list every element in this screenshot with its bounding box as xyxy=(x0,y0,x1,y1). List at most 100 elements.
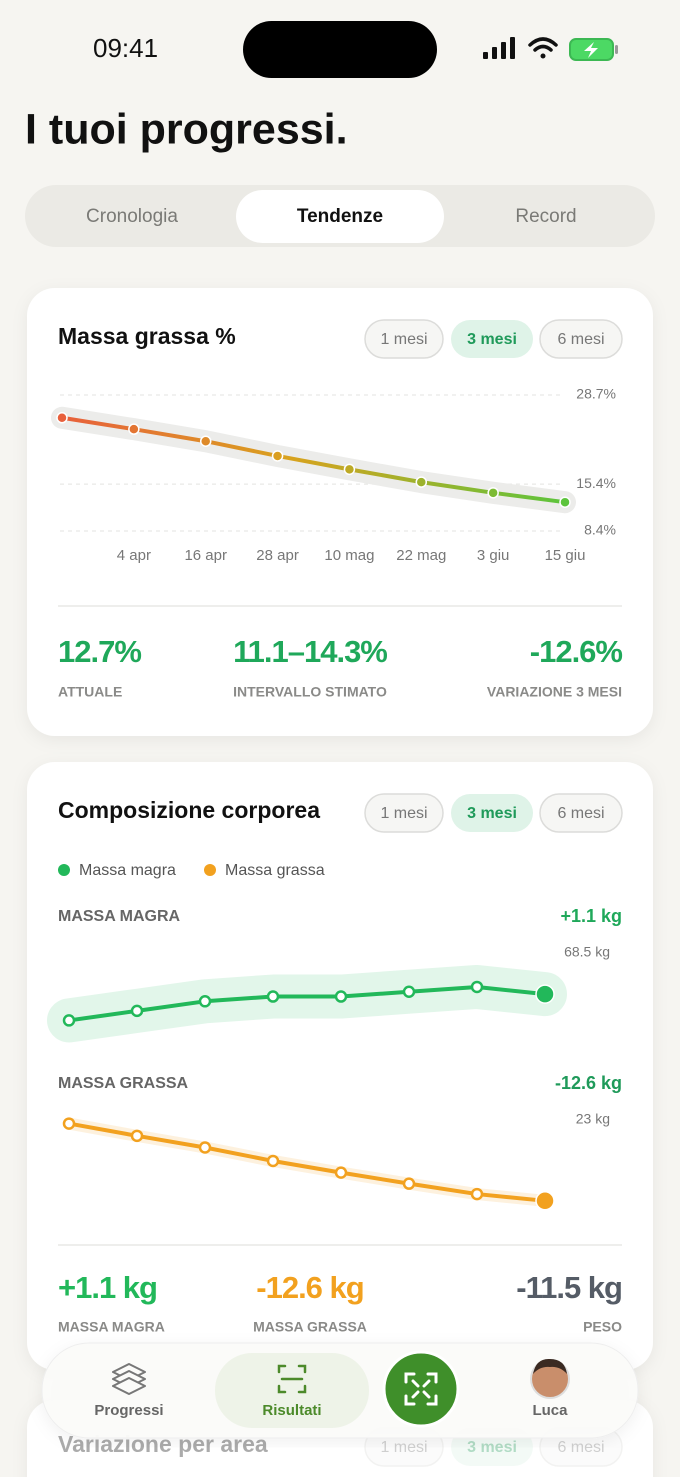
series-change: -12.6 kg xyxy=(555,1073,622,1093)
data-point xyxy=(343,463,356,476)
data-point xyxy=(487,487,499,499)
period-label[interactable]: 6 mesi xyxy=(557,805,604,822)
dynamic-island xyxy=(243,21,437,78)
period-pill[interactable] xyxy=(451,320,533,358)
series-end-label: 68.5 kg xyxy=(564,944,610,960)
data-point xyxy=(334,990,348,1003)
card xyxy=(27,762,653,1370)
x-tick-label: 3 giu xyxy=(477,547,510,564)
x-tick-label: 28 apr xyxy=(256,547,299,564)
data-point xyxy=(271,450,284,462)
data-point xyxy=(559,496,571,508)
data-point xyxy=(198,1141,212,1154)
data-point xyxy=(402,985,416,998)
data-point xyxy=(198,995,212,1008)
period-label[interactable]: 6 mesi xyxy=(557,1439,604,1456)
series-end-label: 23 kg xyxy=(576,1111,610,1127)
tab[interactable]: Tendenze xyxy=(297,206,383,227)
period-label[interactable]: 3 mesi xyxy=(467,1439,517,1456)
stat-label: ATTUALE xyxy=(58,684,122,700)
stat-value: 11.1–14.3% xyxy=(233,634,387,669)
period-pill[interactable] xyxy=(539,793,623,833)
active-tab-pill xyxy=(215,1353,369,1428)
data-point xyxy=(535,984,555,1004)
period-label[interactable]: 1 mesi xyxy=(380,331,427,348)
data-point xyxy=(266,1154,280,1168)
card-title: Composizione corporea xyxy=(58,797,320,823)
data-point xyxy=(334,1166,348,1179)
data-point xyxy=(535,1191,555,1211)
avatar-hair xyxy=(533,1358,567,1374)
signal-icon xyxy=(483,37,515,59)
line xyxy=(67,1121,547,1203)
stat-label: MASSA MAGRA xyxy=(58,1319,165,1335)
line xyxy=(60,415,567,505)
data-point xyxy=(62,1014,76,1027)
stat-value: 12.7% xyxy=(58,634,141,669)
stat-label: PESO xyxy=(583,1319,622,1335)
data-point xyxy=(62,1117,76,1130)
period-pill[interactable] xyxy=(539,319,623,359)
scan-button[interactable] xyxy=(382,1350,460,1428)
tab[interactable]: Record xyxy=(515,206,576,227)
data-point xyxy=(199,435,212,447)
period-label[interactable]: 1 mesi xyxy=(380,805,427,822)
card xyxy=(27,288,653,736)
layer xyxy=(112,1377,146,1395)
series-change: +1.1 kg xyxy=(560,906,622,926)
stat-label: INTERVALLO STIMATO xyxy=(233,684,387,700)
data-point xyxy=(130,1129,144,1143)
legend-label: Massa grassa xyxy=(225,862,325,879)
x-tick-label: 10 mag xyxy=(324,547,374,564)
legend-swatch xyxy=(58,864,70,876)
battery-icon xyxy=(569,38,618,61)
line xyxy=(67,984,547,1023)
data-point xyxy=(470,980,484,994)
expand-icon xyxy=(404,1372,438,1406)
frame xyxy=(404,1372,438,1406)
data-point xyxy=(56,412,68,424)
stat-value: -12.6 kg xyxy=(256,1270,363,1305)
period-label[interactable]: 3 mesi xyxy=(467,805,517,822)
data-point xyxy=(266,990,280,1003)
period-label[interactable]: 1 mesi xyxy=(380,1439,427,1456)
series-title: MASSA MAGRA xyxy=(58,908,181,925)
card-title: Massa grassa % xyxy=(58,323,236,349)
period-pill[interactable] xyxy=(364,319,444,359)
y-tick-label: 28.7% xyxy=(576,386,616,402)
scan-icon xyxy=(277,1364,307,1394)
stat-label: MASSA GRASSA xyxy=(253,1319,367,1335)
series-title: MASSA GRASSA xyxy=(58,1075,189,1092)
period-label[interactable]: 6 mesi xyxy=(557,331,604,348)
tab-label[interactable]: Risultati xyxy=(262,1402,321,1419)
x-tick-label: 16 apr xyxy=(184,547,227,564)
layers-icon xyxy=(112,1363,146,1395)
period-pill[interactable] xyxy=(364,793,444,833)
page-title: I tuoi progressi. xyxy=(25,105,348,153)
y-tick-label: 15.4% xyxy=(576,475,616,491)
tab[interactable]: Cronologia xyxy=(86,206,178,227)
tab-label[interactable]: Progressi xyxy=(94,1402,163,1419)
period-pill[interactable] xyxy=(451,794,533,832)
data-point xyxy=(128,423,140,435)
wifi-icon xyxy=(528,37,558,59)
active-tab-pill xyxy=(236,190,444,243)
data-point xyxy=(470,1187,484,1201)
legend-swatch xyxy=(204,864,216,876)
tab-label[interactable]: Luca xyxy=(532,1402,568,1419)
clock: 09:41 xyxy=(93,33,158,63)
stat-value: +1.1 kg xyxy=(58,1270,157,1305)
data-point xyxy=(402,1177,416,1190)
x-tick-label: 15 giu xyxy=(545,547,586,564)
stat-value: -11.5 kg xyxy=(516,1270,622,1305)
y-tick-label: 8.4% xyxy=(584,522,616,538)
stat-label: VARIAZIONE 3 MESI xyxy=(487,684,622,700)
data-point xyxy=(130,1004,144,1018)
data-point xyxy=(415,476,428,488)
stat-value: -12.6% xyxy=(530,634,623,669)
frame xyxy=(277,1364,307,1394)
x-tick-label: 4 apr xyxy=(117,547,151,564)
x-tick-label: 22 mag xyxy=(396,547,446,564)
period-label[interactable]: 3 mesi xyxy=(467,331,517,348)
